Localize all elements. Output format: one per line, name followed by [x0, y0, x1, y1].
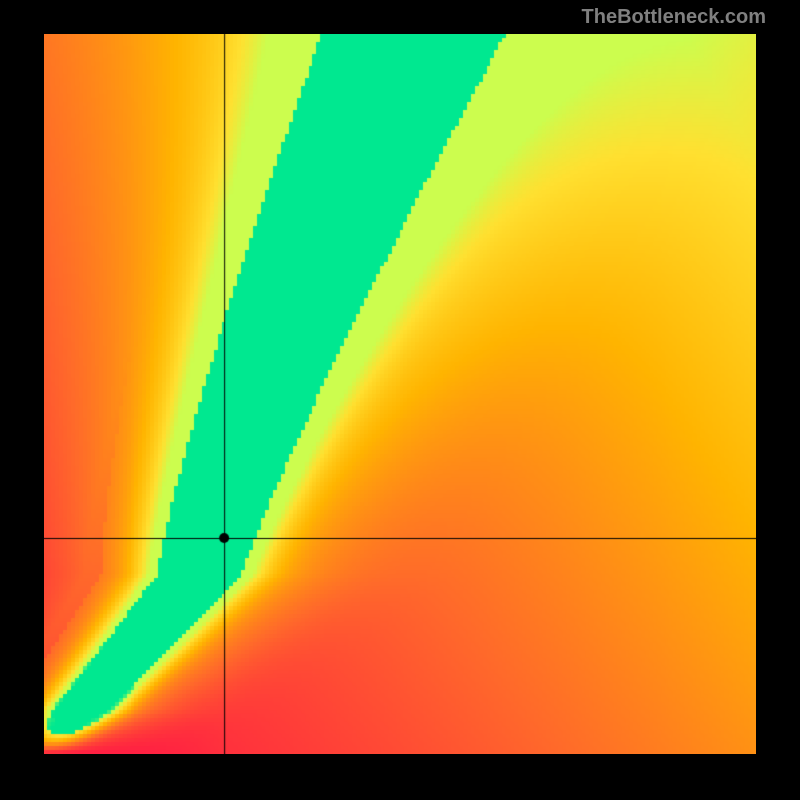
- watermark-text: TheBottleneck.com: [582, 6, 766, 29]
- bottleneck-heatmap: [44, 34, 756, 754]
- heatmap-canvas: [44, 34, 756, 754]
